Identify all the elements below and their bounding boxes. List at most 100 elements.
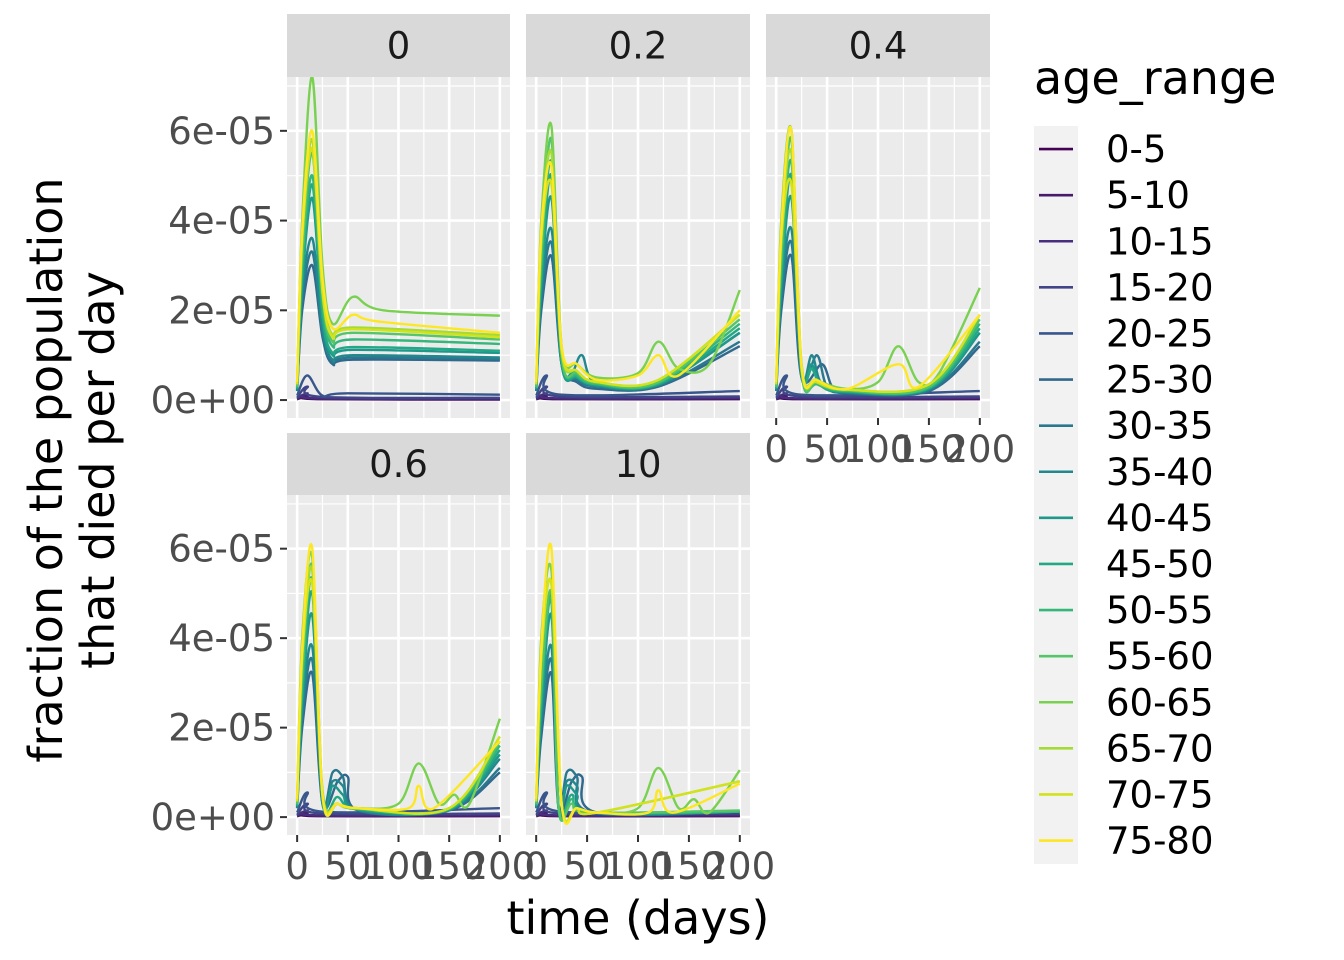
facet-strip xyxy=(287,14,510,77)
legend-label: 35-40 xyxy=(1106,451,1214,494)
legend-label: 5-10 xyxy=(1106,174,1190,217)
x-tick-label: 100 xyxy=(843,428,914,471)
legend-entry-65-70: 65-70 xyxy=(1039,727,1214,770)
legend-entry-70-75: 70-75 xyxy=(1039,773,1214,816)
x-tick-label: 0 xyxy=(285,845,309,888)
facet-strip-label: 0 xyxy=(387,25,411,68)
axis-labels: time (days) fraction of the population t… xyxy=(19,177,770,945)
x-tick-label: 200 xyxy=(945,428,1016,471)
y-tick-label: 2e-05 xyxy=(168,289,275,332)
series-line-75-80 xyxy=(295,543,501,817)
legend-entry-10-15: 10-15 xyxy=(1039,220,1214,263)
y-tick-label: 0e+00 xyxy=(151,796,275,839)
series-lines xyxy=(535,542,741,825)
series-line-15-20 xyxy=(296,802,500,816)
y-tick-label: 6e-05 xyxy=(168,110,275,153)
facet-strip xyxy=(766,14,990,77)
legend-label: 45-50 xyxy=(1106,543,1214,586)
facet-strip xyxy=(526,14,750,77)
facet-panel-2: 0.2 xyxy=(526,14,750,418)
series-line-15-20 xyxy=(535,385,740,399)
legend-entry-15-20: 15-20 xyxy=(1039,266,1214,309)
x-tick-label: 100 xyxy=(363,845,434,888)
legend-entry-30-35: 30-35 xyxy=(1039,405,1214,448)
legend-label: 20-25 xyxy=(1106,312,1214,355)
x-tick-label: 150 xyxy=(654,845,725,888)
legend-entries: 0-55-1010-1515-2020-2525-3030-3535-4040-… xyxy=(1039,128,1214,863)
facet-strip-label: 10 xyxy=(614,443,661,486)
x-tick-label: 150 xyxy=(414,845,485,888)
legend-key-background xyxy=(1034,126,1078,864)
legend-label: 25-30 xyxy=(1106,359,1214,402)
series-lines xyxy=(535,121,741,401)
legend-label: 10-15 xyxy=(1106,220,1214,263)
x-tick-label: 200 xyxy=(465,845,536,888)
legend-label: 55-60 xyxy=(1106,635,1214,678)
x-tick-label: 50 xyxy=(564,845,611,888)
legend-entry-35-40: 35-40 xyxy=(1039,451,1214,494)
y-tick-label: 6e-05 xyxy=(168,528,275,571)
y-tick-label: 0e+00 xyxy=(151,379,275,422)
legend-entry-75-80: 75-80 xyxy=(1039,820,1214,863)
legend-entry-55-60: 55-60 xyxy=(1039,635,1214,678)
legend-label: 40-45 xyxy=(1106,497,1214,540)
y-axis-title-line-2: that died per day xyxy=(71,271,125,669)
x-tick-label: 0 xyxy=(764,428,788,471)
legend-label: 75-80 xyxy=(1106,820,1214,863)
legend-entry-50-55: 50-55 xyxy=(1039,589,1214,632)
legend-entry-20-25: 20-25 xyxy=(1039,312,1214,355)
legend-label: 0-5 xyxy=(1106,128,1166,171)
legend-entry-40-45: 40-45 xyxy=(1039,497,1214,540)
series-lines xyxy=(295,543,502,818)
legend-entry-45-50: 45-50 xyxy=(1039,543,1214,586)
series-line-10-15 xyxy=(296,809,500,817)
facet-strip-label: 0.4 xyxy=(849,25,908,68)
series-line-75-80 xyxy=(775,125,981,391)
series-line-20-25 xyxy=(535,374,740,397)
legend-label: 50-55 xyxy=(1106,589,1214,632)
series-line-75-80 xyxy=(295,129,501,383)
legend-entry-60-65: 60-65 xyxy=(1039,681,1214,724)
x-tick-label: 50 xyxy=(324,845,371,888)
series-lines xyxy=(775,125,981,401)
series-line-75-80 xyxy=(535,160,741,383)
x-tick-label: 100 xyxy=(603,845,674,888)
y-tick-label: 4e-05 xyxy=(168,200,275,243)
series-lines xyxy=(295,77,501,401)
facet-strip-label: 0.6 xyxy=(369,443,428,486)
y-tick-label: 4e-05 xyxy=(168,617,275,660)
x-tick-label: 0 xyxy=(524,845,548,888)
legend-label: 60-65 xyxy=(1106,681,1214,724)
x-axis-title: time (days) xyxy=(506,891,769,945)
legend-title: age_range xyxy=(1034,51,1276,105)
series-line-10-15 xyxy=(535,809,740,817)
series-line-10-15 xyxy=(775,392,980,400)
x-tick-label: 200 xyxy=(705,845,776,888)
y-axis-title-line-1: fraction of the population xyxy=(19,177,73,762)
legend-label: 15-20 xyxy=(1106,266,1214,309)
facet-strip xyxy=(526,433,750,495)
x-tick-label: 150 xyxy=(894,428,965,471)
series-line-20-25 xyxy=(295,374,500,398)
facet-panel-1: 0 0e+00 2e-05 4e-05 6e-05 xyxy=(151,14,510,422)
facet-strip xyxy=(287,433,510,495)
y-tick-label: 2e-05 xyxy=(168,707,275,750)
x-tick-label: 50 xyxy=(804,428,851,471)
legend-label: 30-35 xyxy=(1106,405,1214,448)
legend-entry-25-30: 25-30 xyxy=(1039,359,1214,402)
legend-entry-0-5: 0-5 xyxy=(1039,128,1166,171)
series-line-15-20 xyxy=(296,385,500,400)
legend-label: 65-70 xyxy=(1106,727,1214,770)
series-line-15-20 xyxy=(775,385,980,399)
legend-label: 70-75 xyxy=(1106,773,1214,816)
legend: age_range 0-55-1010-1515-2020-2525-3030-… xyxy=(1034,51,1276,864)
series-line-75-80 xyxy=(535,542,741,825)
legend-entry-5-10: 5-10 xyxy=(1039,174,1190,217)
series-line-10-15 xyxy=(535,392,740,400)
facet-strip-label: 0.2 xyxy=(609,25,668,68)
